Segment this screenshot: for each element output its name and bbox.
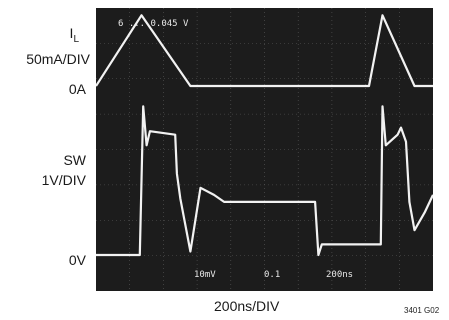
channel1-subscript: L xyxy=(73,33,79,45)
figure-id: 3401 G02 xyxy=(404,306,440,315)
channel2-zero-label: 0V xyxy=(68,252,86,268)
channel2-scale: 1V/DIV xyxy=(41,172,86,188)
oscilloscope-screen: 6 ... 0.045 V 10mV 0.1 200ns xyxy=(96,8,433,291)
osd-top-readout: 6 ... 0.045 V xyxy=(118,19,189,29)
channel1-scale: 50mA/DIV xyxy=(26,51,90,67)
osd-time-readout: 200ns xyxy=(326,270,353,280)
x-axis-label: 200ns/DIV xyxy=(214,298,280,314)
trace-sw xyxy=(96,105,433,257)
osd-probe-readout: 0.1 xyxy=(264,270,280,280)
channel1-label: IL xyxy=(70,25,79,48)
channel2-name: SW xyxy=(63,152,86,168)
traces xyxy=(96,14,433,257)
channel1-name: I xyxy=(69,25,74,41)
osd-volts-readout: 10mV xyxy=(194,270,216,280)
channel1-zero-label: 0A xyxy=(68,81,86,97)
trace-i xyxy=(96,14,433,88)
